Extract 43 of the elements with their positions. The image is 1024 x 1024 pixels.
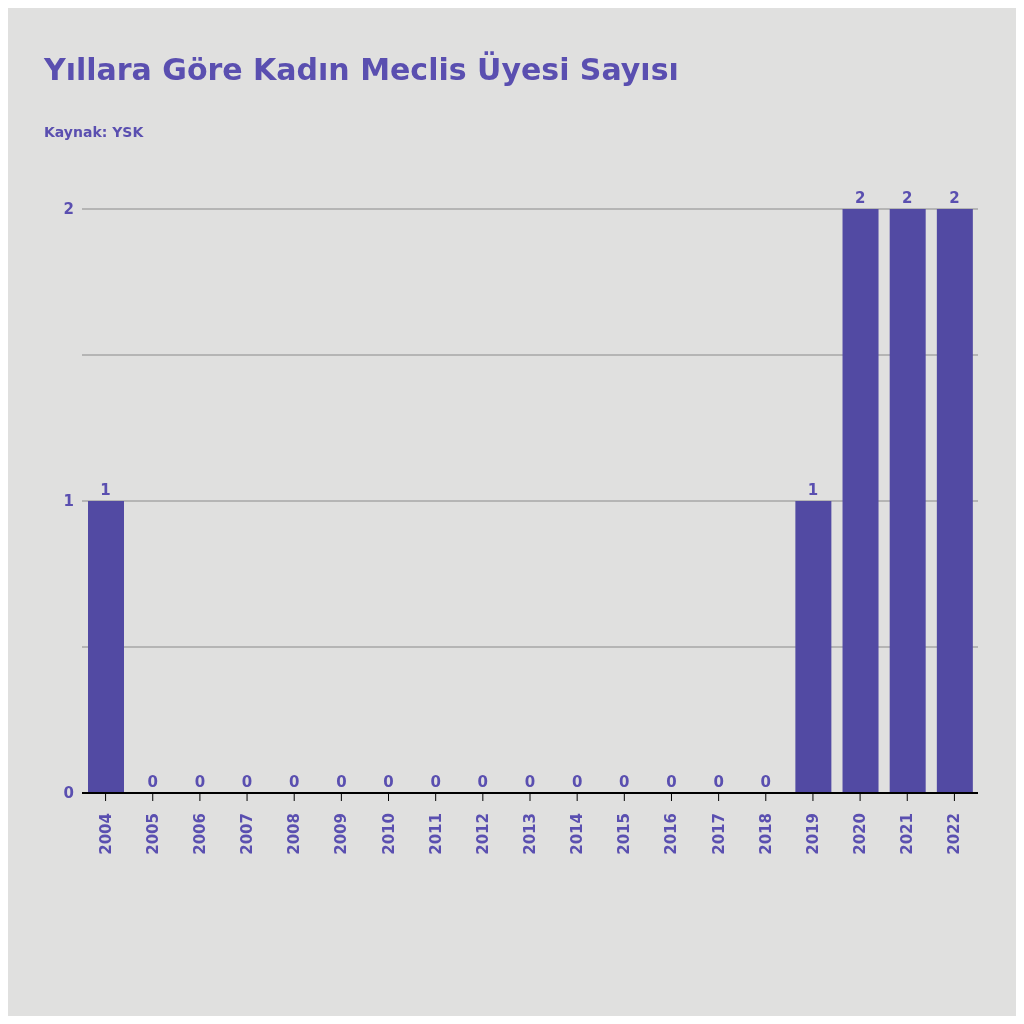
data-label: 0 <box>383 773 394 791</box>
data-label: 0 <box>147 773 158 791</box>
x-tick-label: 2018 <box>756 813 775 855</box>
x-tick-label: 2022 <box>945 813 964 855</box>
x-tick-label: 2010 <box>379 813 398 855</box>
x-tick-label: 2013 <box>521 813 539 855</box>
x-tick-label: 2008 <box>285 813 304 855</box>
x-tick-label: 2007 <box>238 813 257 855</box>
data-label: 0 <box>430 773 441 791</box>
x-tick-label: 2011 <box>426 813 445 855</box>
data-label: 0 <box>241 773 253 791</box>
x-tick-label: 2021 <box>898 813 917 855</box>
x-tick-label: 2009 <box>332 813 351 855</box>
x-tick-label: 2005 <box>143 813 162 855</box>
y-tick-label: 0 <box>63 784 74 803</box>
x-tick-label: 2014 <box>568 813 587 855</box>
x-tick-label: 2015 <box>615 813 634 855</box>
data-label: 0 <box>288 773 300 791</box>
x-tick-label: 2019 <box>803 813 822 855</box>
x-tick-label: 2017 <box>709 813 728 855</box>
y-tick-label: 2 <box>63 200 74 219</box>
data-label: 2 <box>854 189 866 207</box>
x-tick-label: 2006 <box>190 813 209 855</box>
chart-title: Yıllara Göre Kadın Meclis Üyesi Sayısı <box>44 52 679 87</box>
data-label: 0 <box>477 773 489 791</box>
chart-subtitle: Kaynak: YSK <box>44 124 144 140</box>
data-label: 0 <box>571 773 583 791</box>
data-label: 0 <box>760 773 772 791</box>
data-label: 1 <box>807 481 819 499</box>
y-tick-label: 1 <box>63 492 74 511</box>
data-label: 2 <box>949 189 960 207</box>
data-label: 1 <box>100 481 111 499</box>
x-tick-label: 2004 <box>96 813 115 855</box>
x-tick-label: 2012 <box>473 813 492 855</box>
data-label: 0 <box>336 773 347 791</box>
data-label: 0 <box>194 773 206 791</box>
data-label: 0 <box>524 773 536 791</box>
data-label: 0 <box>713 773 724 791</box>
data-label: 2 <box>902 189 913 207</box>
data-label: 0 <box>666 773 677 791</box>
data-label: 0 <box>619 773 630 791</box>
x-tick-label: 2016 <box>662 813 681 855</box>
x-tick-label: 2020 <box>851 813 870 855</box>
